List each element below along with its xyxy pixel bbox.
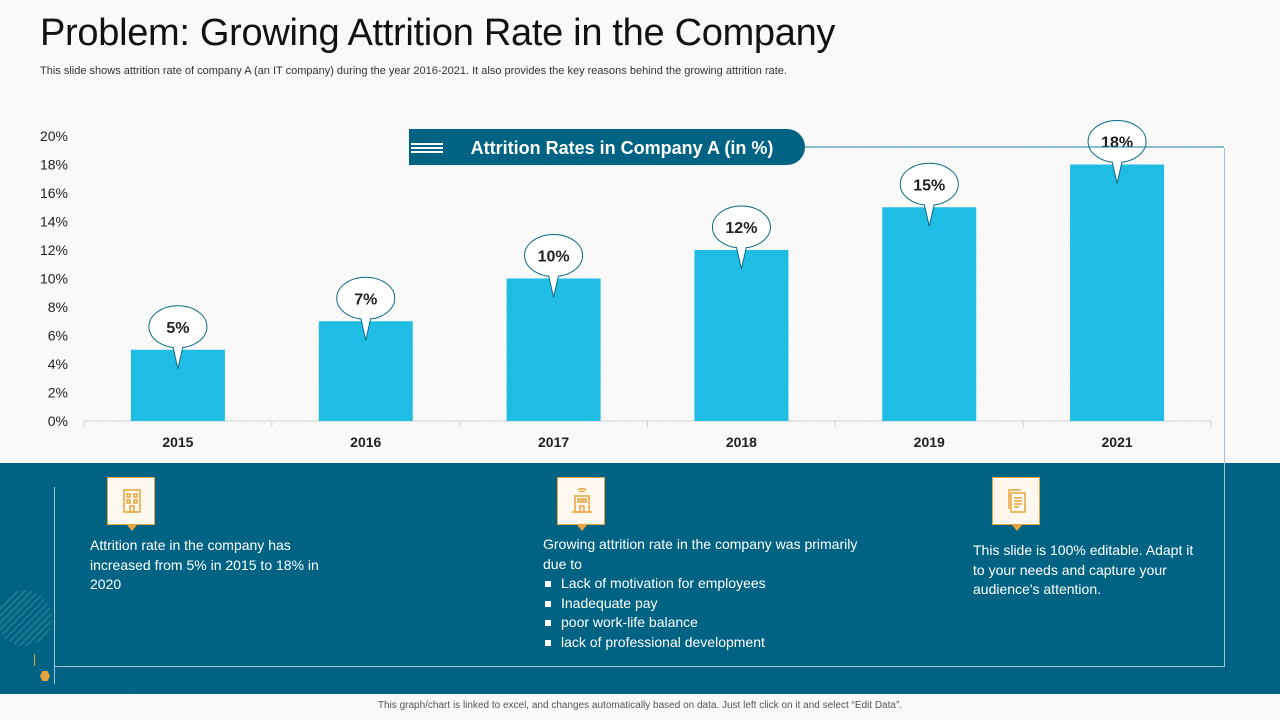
document-icon-box xyxy=(992,477,1040,531)
x-tick-label: 2019 xyxy=(914,434,945,450)
banner-stripe xyxy=(411,151,443,153)
callout-pointer xyxy=(1111,161,1123,184)
y-tick-label: 8% xyxy=(48,299,68,315)
footer-note: This graph/chart is linked to excel, and… xyxy=(377,700,903,711)
banner-stripe xyxy=(411,143,443,145)
callout-pointer-mask xyxy=(549,273,558,278)
data-label: 12% xyxy=(725,220,757,237)
data-label: 7% xyxy=(354,291,377,308)
y-tick-label: 2% xyxy=(48,385,68,401)
office-building-icon xyxy=(572,487,592,513)
page-title: Problem: Growing Attrition Rate in the C… xyxy=(40,12,836,54)
y-tick-label: 6% xyxy=(48,328,68,344)
data-label-callout: 10% xyxy=(524,234,584,298)
y-tick-label: 4% xyxy=(48,356,68,372)
y-axis: 0% 2% 4% 6% 8% 10% 12% 14% 16% 18% 20% xyxy=(40,128,68,429)
y-tick-label: 12% xyxy=(40,242,68,258)
building-icon-box xyxy=(107,477,155,531)
data-label: 15% xyxy=(913,177,945,194)
page-subtitle: This slide shows attrition rate of compa… xyxy=(40,65,787,77)
outline-corner-tick xyxy=(34,654,35,666)
x-tick-label: 2015 xyxy=(162,434,193,450)
attrition-bar-chart: 0%2%4%6%8%10%12%14%16%18%20% 2015 2016 201… xyxy=(40,120,1224,450)
list-item: Lack of motivation for employees xyxy=(543,574,863,594)
callout-pointer-mask xyxy=(1113,159,1122,164)
bar-2021 xyxy=(1070,164,1165,421)
reasons-intro: Growing attrition rate in the company wa… xyxy=(543,536,858,572)
x-tick-label: 2016 xyxy=(350,434,381,450)
office-building-icon-box xyxy=(557,477,605,531)
reasons-list: Lack of motivation for employees Inadequ… xyxy=(543,574,863,652)
callout-pointer-mask xyxy=(361,316,370,321)
banner-stripe xyxy=(411,147,443,149)
insight-column-2: Growing attrition rate in the company wa… xyxy=(543,535,863,652)
callout-pointer xyxy=(548,275,560,298)
y-tick-label: 14% xyxy=(40,214,68,230)
x-axis-labels: 2015 2016 2017 2018 2019 2021 xyxy=(162,434,1133,450)
callout-pointer xyxy=(360,318,372,341)
building-icon xyxy=(123,489,141,513)
hexagon-icon xyxy=(40,671,50,681)
y-tick-label: 20% xyxy=(40,128,68,144)
bar-2018 xyxy=(694,250,789,421)
callout-pointer xyxy=(923,204,935,227)
outline-bottom-line xyxy=(54,666,1225,667)
y-tick-label: 0% xyxy=(48,413,68,429)
chart-title: Attrition Rates in Company A (in %) xyxy=(471,138,774,158)
x-tick-label: 2017 xyxy=(538,434,569,450)
list-item: poor work-life balance xyxy=(543,613,863,633)
list-item: lack of professional development xyxy=(543,633,863,653)
y-tick-label: 18% xyxy=(40,157,68,173)
callout-pointer-mask xyxy=(925,202,934,207)
data-label: 5% xyxy=(166,320,189,337)
callout-pointer xyxy=(735,246,747,270)
x-tick-label: 2018 xyxy=(726,434,757,450)
document-icon xyxy=(1008,489,1026,513)
banner-shape xyxy=(409,129,805,165)
data-label-callout: 7% xyxy=(336,276,396,341)
insight-column-3: This slide is 100% editable. Adapt it to… xyxy=(973,541,1208,600)
info-panel xyxy=(0,463,1280,694)
data-label: 18% xyxy=(1101,135,1133,152)
data-label: 10% xyxy=(538,249,570,266)
data-label-callouts: 5% 7% 10% 12% 15% 18% xyxy=(148,120,1147,369)
insight-column-1: Attrition rate in the company has increa… xyxy=(90,536,320,595)
x-tick-label: 2021 xyxy=(1102,434,1133,450)
insight-text-3: This slide is 100% editable. Adapt it to… xyxy=(973,542,1194,597)
callout-pointer-mask xyxy=(173,344,182,349)
bar-series xyxy=(130,164,1165,421)
data-label-callout: 12% xyxy=(711,205,771,270)
insight-text-1: Attrition rate in the company has increa… xyxy=(90,537,319,592)
list-item: Inadequate pay xyxy=(543,594,863,614)
data-label-callout: 5% xyxy=(148,305,208,369)
bar-2017 xyxy=(506,278,601,421)
data-label-callout: 15% xyxy=(899,162,959,227)
x-axis-ticks xyxy=(83,421,1212,427)
outline-left-line xyxy=(54,487,55,684)
decorative-circle xyxy=(0,590,52,646)
callout-pointer-mask xyxy=(737,245,746,249)
y-tick-label: 10% xyxy=(40,271,68,287)
outline-right-line xyxy=(1224,148,1225,667)
callout-pointer xyxy=(172,346,184,369)
y-tick-label: 16% xyxy=(40,185,68,201)
chart-title-banner: Attrition Rates in Company A (in %) xyxy=(409,129,1224,165)
bar-2019 xyxy=(882,207,977,421)
